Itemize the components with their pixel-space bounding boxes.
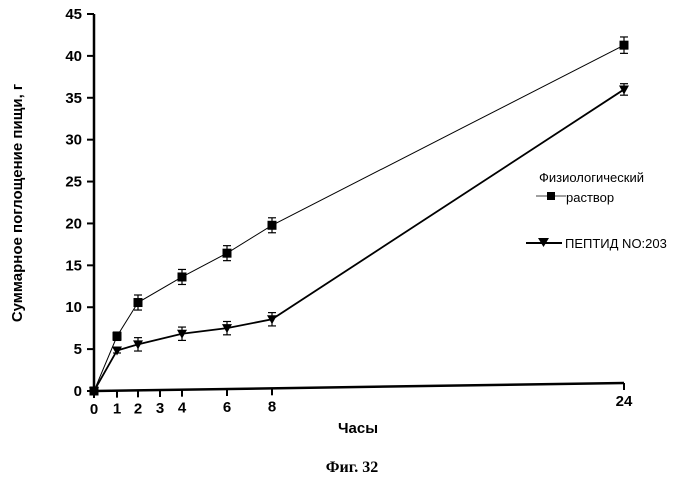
x-tick-label: 4 xyxy=(178,400,187,417)
data-point-peptide xyxy=(112,346,122,356)
y-tick-label: 20 xyxy=(65,215,82,232)
x-tick-label: 2 xyxy=(134,400,142,417)
series-saline-line xyxy=(93,44,625,392)
y-tick-label: 0 xyxy=(74,383,82,400)
x-tick-label: 8 xyxy=(268,398,276,415)
x-axis-line xyxy=(93,381,625,393)
axes xyxy=(92,14,625,393)
series-peptide xyxy=(89,83,629,396)
figure-caption: Фиг. 32 xyxy=(326,459,378,476)
x-axis-title: Часы xyxy=(338,420,378,437)
data-point-saline xyxy=(133,298,143,308)
legend: Физиологический раствор ПЕПТИД NO:203 xyxy=(526,170,667,251)
y-tick-label: 10 xyxy=(65,299,82,316)
data-point-saline xyxy=(267,220,277,230)
data-point-peptide xyxy=(222,324,232,334)
data-point-peptide xyxy=(177,329,187,339)
legend-saline-marker xyxy=(547,192,555,200)
x-tick-label: 3 xyxy=(156,400,164,417)
data-point-saline xyxy=(619,40,629,50)
y-ticks: 0 5 10 15 20 25 30 35 40 45 xyxy=(65,6,94,400)
y-axis-title: Суммарное поглощение пищи, г xyxy=(9,84,26,322)
data-point-saline xyxy=(177,272,187,282)
y-tick-label: 25 xyxy=(65,174,82,191)
x-tick-label: 0 xyxy=(90,401,98,418)
legend-saline-label-line1: Физиологический xyxy=(539,170,644,185)
x-tick-label: 1 xyxy=(113,401,121,418)
data-point-peptide xyxy=(89,387,99,396)
series-saline xyxy=(89,36,629,396)
legend-saline-label-line2: раствор xyxy=(566,190,614,205)
legend-peptide-label: ПЕПТИД NO:203 xyxy=(565,236,667,251)
y-tick-label: 35 xyxy=(65,90,82,107)
y-tick-label: 40 xyxy=(65,48,82,65)
x-tick-label: 24 xyxy=(616,393,633,410)
data-point-peptide xyxy=(619,85,629,95)
data-point-peptide xyxy=(267,315,277,325)
legend-peptide-marker xyxy=(538,238,549,247)
x-tick-label: 6 xyxy=(223,399,231,416)
data-point-saline xyxy=(222,248,232,258)
data-point-saline xyxy=(112,331,122,341)
y-tick-label: 5 xyxy=(74,341,82,358)
x-ticks: 0 1 2 3 4 6 8 24 xyxy=(90,383,633,418)
y-tick-label: 45 xyxy=(65,6,82,23)
series-layer xyxy=(89,36,629,396)
y-tick-label: 30 xyxy=(65,132,82,149)
data-point-peptide xyxy=(133,340,143,350)
y-tick-label: 15 xyxy=(65,257,82,274)
